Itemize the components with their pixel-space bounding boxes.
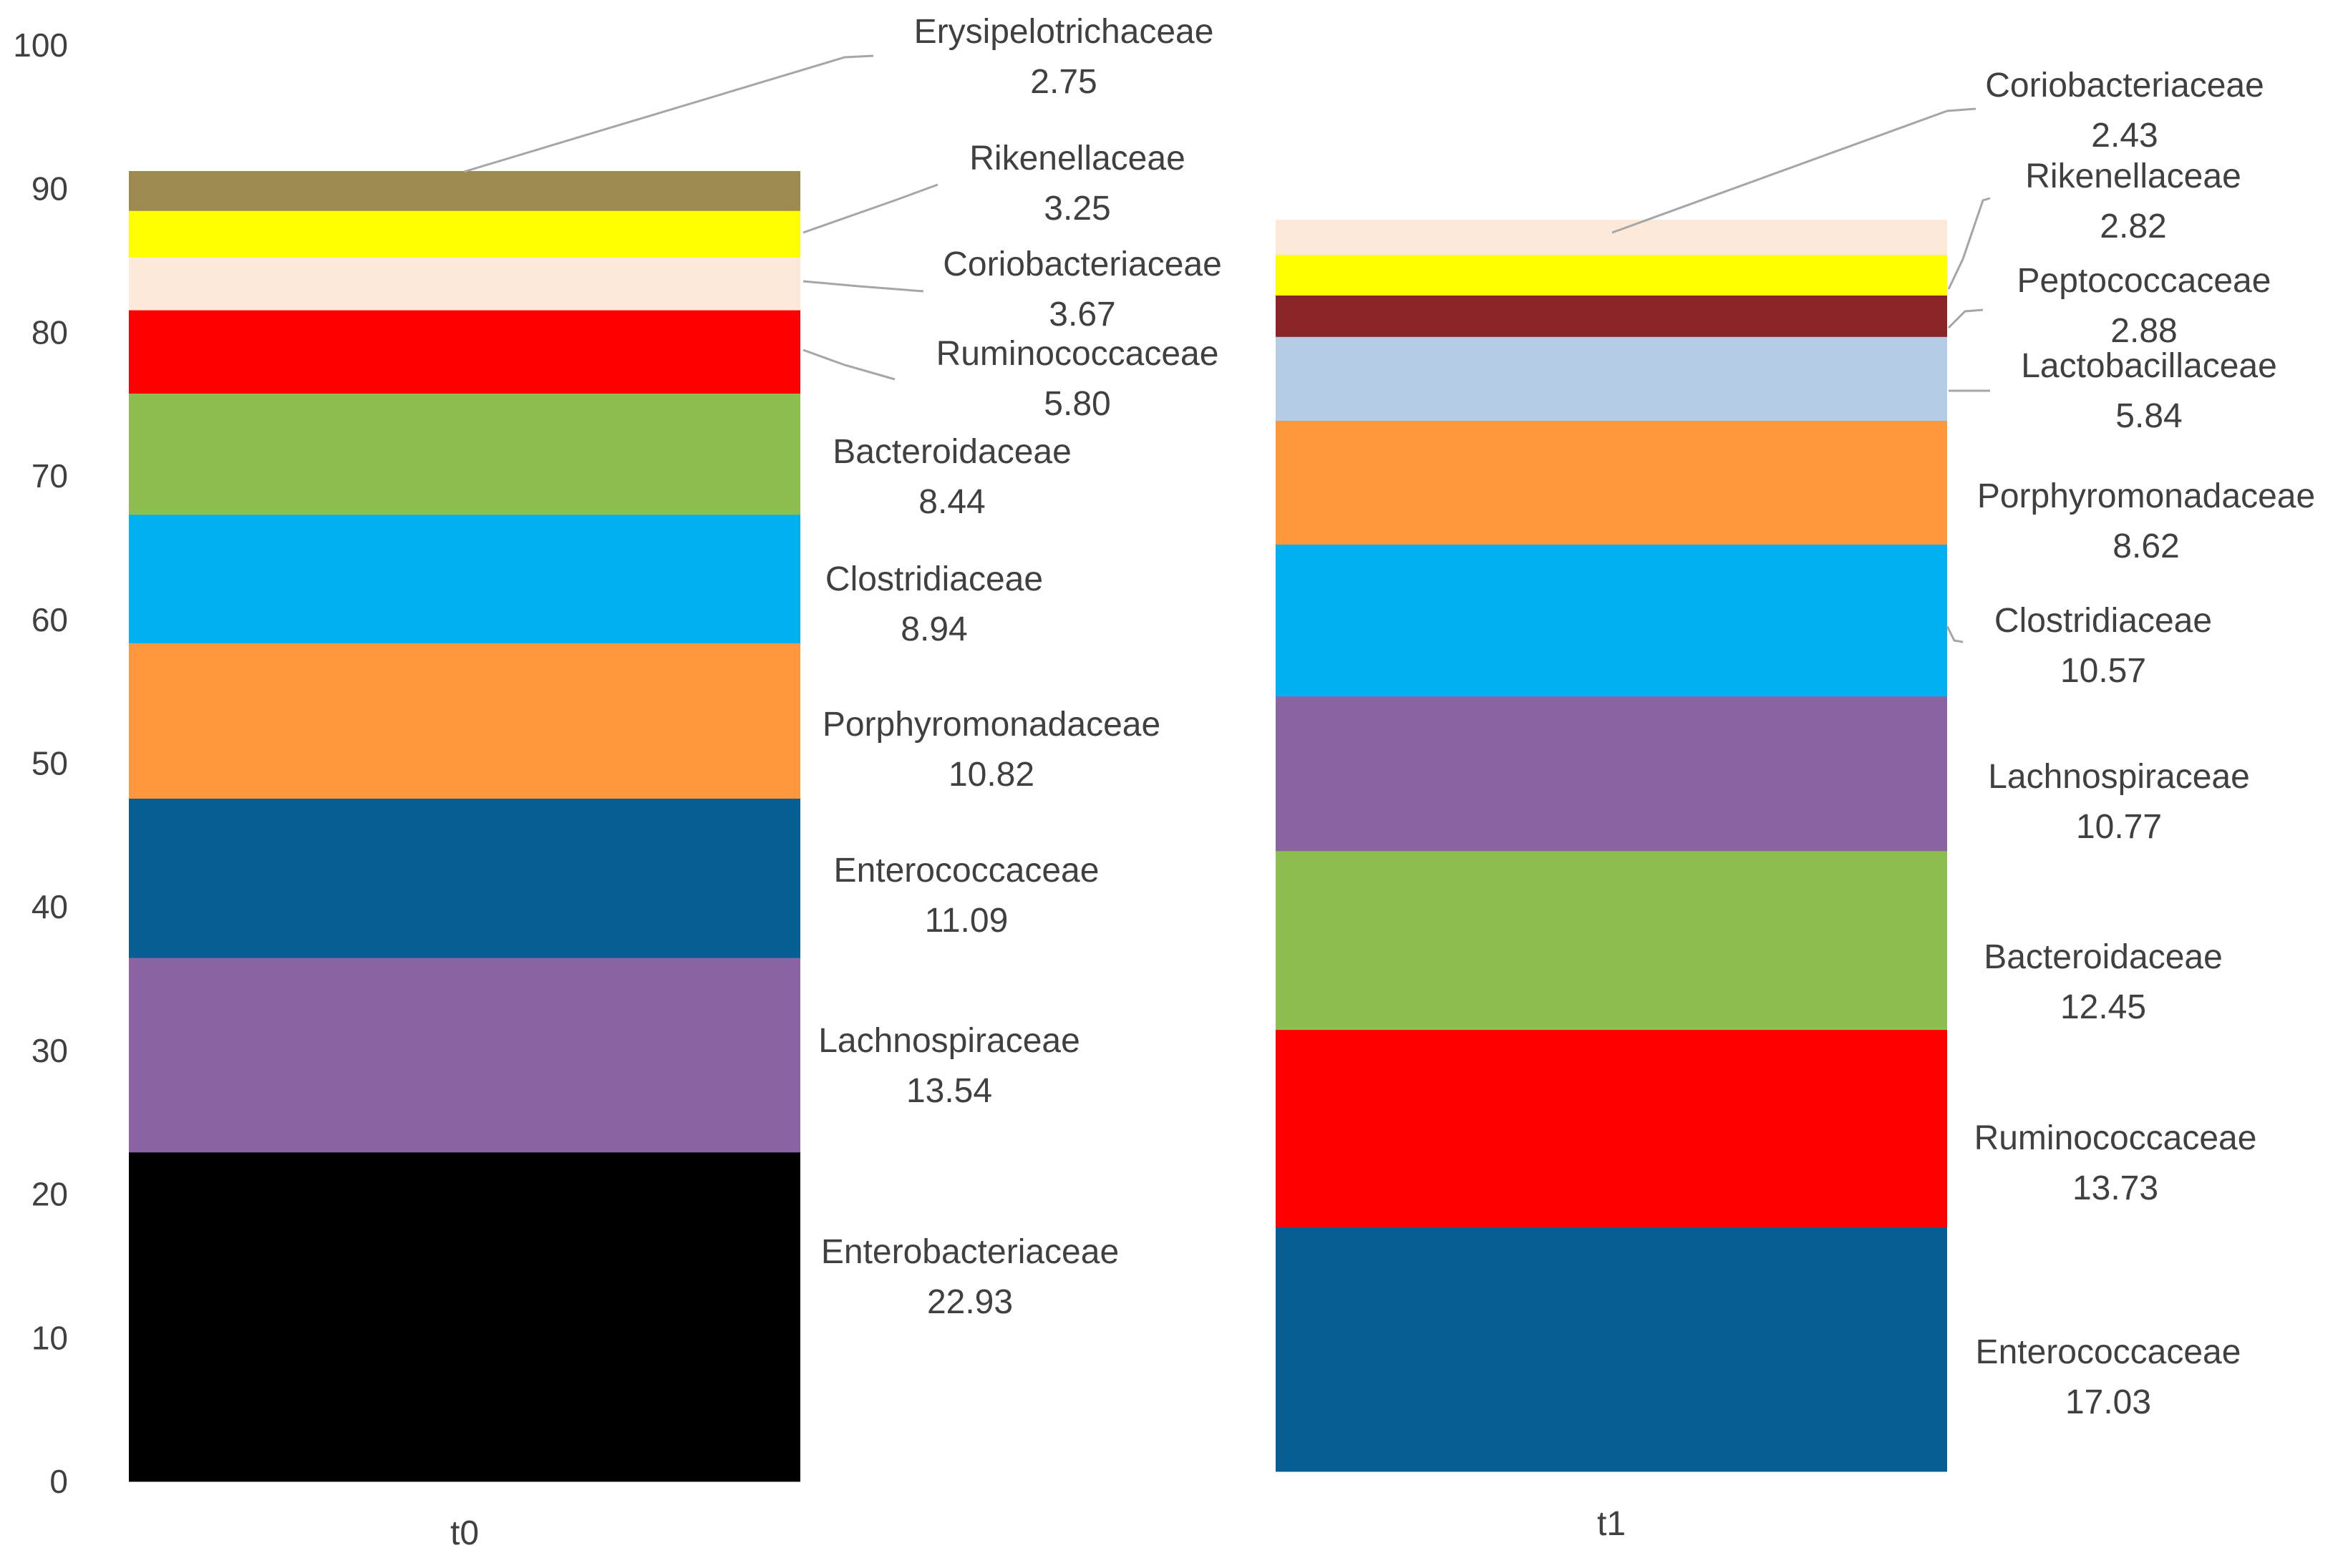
y-tick-label-50: 50 bbox=[31, 745, 68, 782]
bar-segment-t0-enterococcaceae bbox=[129, 798, 800, 958]
bar-segment-t1-lachnospiraceae bbox=[1276, 696, 1947, 852]
y-tick-label-40: 40 bbox=[31, 888, 68, 925]
segment-name-t1-bacteroidaceae: Bacteroidaceae bbox=[1984, 938, 2223, 976]
leader-line-t0-ruminococcaceae bbox=[802, 349, 896, 381]
bar-segment-t1-coriobacteriaceae bbox=[1276, 220, 1947, 255]
y-tick-label-90: 90 bbox=[31, 170, 68, 208]
bar-segment-t1-lactobacillaceae bbox=[1276, 336, 1947, 421]
segment-name-t0-coriobacteriaceae: Coriobacteriaceae bbox=[943, 245, 1222, 283]
y-tick-label-30: 30 bbox=[31, 1032, 68, 1069]
y-tick-label-80: 80 bbox=[31, 313, 68, 351]
x-axis-categories: t0 t1 bbox=[450, 1505, 1626, 1552]
segment-name-t1-coriobacteriaceae: Coriobacteriaceae bbox=[1985, 67, 2264, 104]
y-tick-label-100: 100 bbox=[13, 26, 68, 64]
bars bbox=[129, 171, 1947, 1482]
leader-line-t1-peptococcaceae bbox=[1947, 308, 1984, 329]
y-tick-label-0: 0 bbox=[49, 1463, 68, 1500]
segment-value-t0-rikenellaceae: 3.25 bbox=[1044, 190, 1110, 228]
segment-value-t0-enterobacteriaceae: 22.93 bbox=[927, 1283, 1013, 1321]
bar-segment-t0-rikenellaceae bbox=[129, 210, 800, 258]
leader-line-t1-clostridiaceae bbox=[1946, 625, 1964, 643]
leader-line-t1-coriobacteriaceae bbox=[1611, 107, 1976, 234]
segment-value-t0-ruminococcaceae: 5.80 bbox=[1044, 385, 1110, 423]
segment-name-t1-enterococcaceae: Enterococcaceae bbox=[1976, 1333, 2241, 1371]
bar-segment-t0-coriobacteriaceae bbox=[129, 257, 800, 311]
segment-name-t1-clostridiaceae: Clostridiaceae bbox=[1994, 602, 2212, 640]
bar-segment-t0-lachnospiraceae bbox=[129, 958, 800, 1153]
segment-name-t0-erysipelotrichaceae: Erysipelotrichaceae bbox=[914, 13, 1214, 51]
bar-segment-t1-rikenellaceae bbox=[1276, 254, 1947, 296]
segment-value-t0-porphyromonadaceae: 10.82 bbox=[949, 756, 1034, 794]
segment-name-t0-enterobacteriaceae: Enterobacteriaceae bbox=[821, 1233, 1119, 1271]
x-category-label-t1: t1 bbox=[1597, 1505, 1626, 1543]
segment-name-t1-lactobacillaceae: Lactobacillaceae bbox=[2021, 347, 2277, 385]
bar-segment-t0-enterobacteriaceae bbox=[129, 1151, 800, 1482]
x-category-label-t0: t0 bbox=[450, 1514, 479, 1552]
segment-value-t0-lachnospiraceae: 13.54 bbox=[906, 1072, 992, 1110]
segment-value-t1-clostridiaceae: 10.57 bbox=[2060, 652, 2146, 690]
segment-value-t0-enterococcaceae: 11.09 bbox=[925, 902, 1009, 940]
segment-value-t1-ruminococcaceae: 13.73 bbox=[2072, 1169, 2158, 1207]
segment-name-t0-enterococcaceae: Enterococcaceae bbox=[834, 852, 1100, 890]
segment-value-t1-enterococcaceae: 17.03 bbox=[2065, 1383, 2151, 1421]
segment-name-t1-porphyromonadaceae: Porphyromonadaceae bbox=[1977, 477, 2315, 515]
segment-name-t0-bacteroidaceae: Bacteroidaceae bbox=[833, 433, 1072, 471]
leader-line-t0-coriobacteriaceae bbox=[802, 280, 924, 293]
bar-segment-t0-bacteroidaceae bbox=[129, 393, 800, 515]
bar-segment-t0-erysipelotrichaceae bbox=[129, 171, 800, 211]
segment-name-t0-lachnospiraceae: Lachnospiraceae bbox=[818, 1022, 1080, 1060]
leader-lines bbox=[463, 54, 1991, 643]
bar-segment-t0-clostridiaceae bbox=[129, 514, 800, 643]
segment-value-t1-lachnospiraceae: 10.77 bbox=[2076, 808, 2162, 846]
segment-value-t0-clostridiaceae: 8.94 bbox=[901, 610, 967, 648]
leader-line-t1-rikenellaceae bbox=[1947, 197, 1991, 290]
y-axis: 0 10 20 30 40 50 60 70 80 90 100 bbox=[13, 26, 68, 1500]
segment-value-t1-lactobacillaceae: 5.84 bbox=[2115, 397, 2182, 435]
segment-value-t1-peptococcaceae: 2.88 bbox=[2110, 312, 2177, 350]
bar-segment-t1-ruminococcaceae bbox=[1276, 1029, 1947, 1227]
bar-segment-t0-ruminococcaceae bbox=[129, 310, 800, 394]
segment-value-t1-porphyromonadaceae: 8.62 bbox=[2112, 527, 2179, 565]
segment-value-t1-bacteroidaceae: 12.45 bbox=[2060, 988, 2146, 1026]
bar-segment-t1-bacteroidaceae bbox=[1276, 850, 1947, 1031]
segment-value-t0-coriobacteriaceae: 3.67 bbox=[1049, 296, 1115, 333]
y-tick-label-60: 60 bbox=[31, 601, 68, 638]
y-tick-label-70: 70 bbox=[31, 457, 68, 495]
segment-name-t0-ruminococcaceae: Ruminococcaceae bbox=[936, 335, 1219, 373]
bar-segment-t1-clostridiaceae bbox=[1276, 544, 1947, 697]
segment-name-t0-clostridiaceae: Clostridiaceae bbox=[825, 560, 1043, 598]
segment-value-t1-coriobacteriaceae: 2.43 bbox=[2091, 117, 2158, 155]
leader-line-t0-rikenellaceae bbox=[802, 183, 938, 234]
segment-name-t0-porphyromonadaceae: Porphyromonadaceae bbox=[823, 706, 1160, 744]
segment-name-t1-peptococcaceae: Peptococcaceae bbox=[2017, 262, 2271, 300]
segment-value-t0-erysipelotrichaceae: 2.75 bbox=[1030, 63, 1097, 101]
data-labels: Enterobacteriaceae 22.93 Lachnospiraceae 13… bbox=[818, 13, 2315, 1421]
bar-segment-t0-porphyromonadaceae bbox=[129, 643, 800, 799]
y-tick-label-10: 10 bbox=[31, 1319, 68, 1356]
segment-value-t1-rikenellaceae: 2.82 bbox=[2100, 208, 2166, 245]
bar-segment-t1-enterococcaceae bbox=[1276, 1227, 1947, 1472]
leader-line-t0-erysipelotrichaceae bbox=[463, 54, 874, 173]
segment-value-t0-bacteroidaceae: 8.44 bbox=[918, 483, 985, 521]
segment-name-t1-ruminococcaceae: Ruminococcaceae bbox=[1974, 1119, 2257, 1157]
segment-name-t1-rikenellaceae: Rikenellaceae bbox=[2025, 157, 2241, 195]
segment-name-t1-lachnospiraceae: Lachnospiraceae bbox=[1988, 758, 2250, 796]
bar-segment-t1-porphyromonadaceae bbox=[1276, 420, 1947, 545]
bar-segment-t1-peptococcaceae bbox=[1276, 295, 1947, 337]
segment-name-t0-rikenellaceae: Rikenellaceae bbox=[969, 140, 1185, 177]
y-tick-label-20: 20 bbox=[31, 1176, 68, 1213]
